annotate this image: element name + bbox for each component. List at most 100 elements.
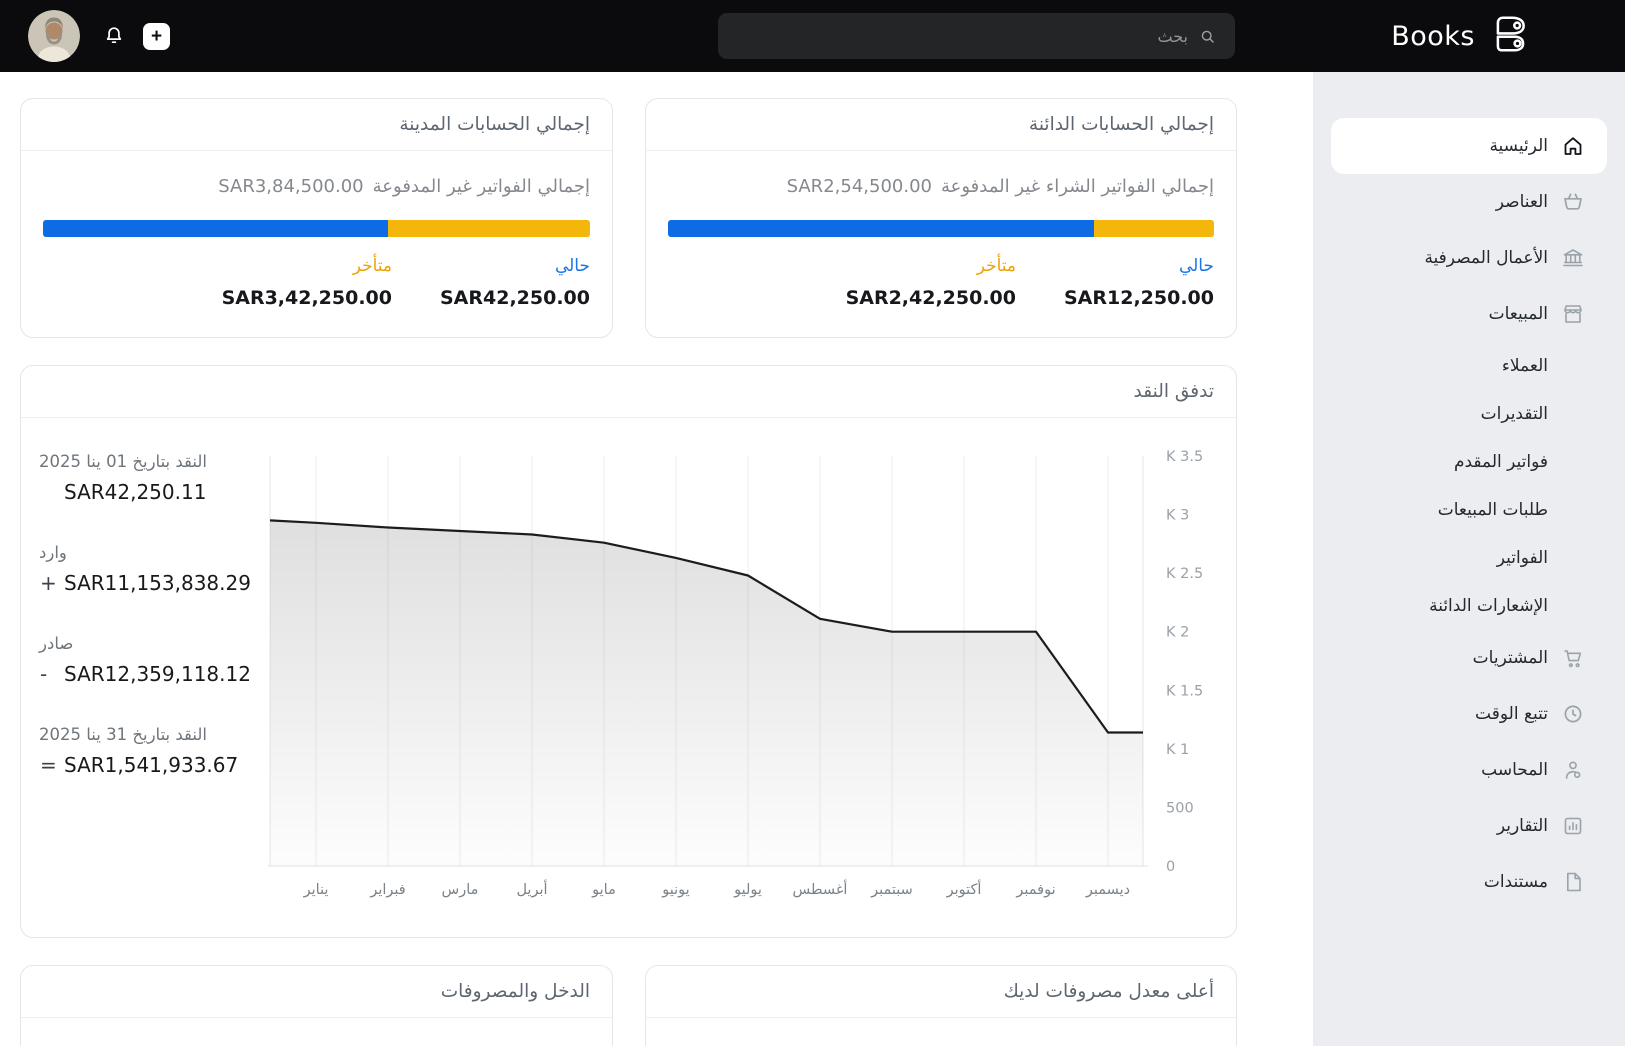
- brand-title: Books: [1391, 20, 1475, 52]
- cashflow-stat-sign: +: [40, 571, 57, 595]
- sidebar-item-label: الإشعارات الدائنة: [1429, 596, 1548, 616]
- y-tick-label: 500: [1166, 800, 1194, 816]
- cashflow-card: تدفق النقد النقد بتاريخ 01 ينا 2025 SAR42…: [20, 365, 1237, 938]
- sidebar-item-label: المشتريات: [1472, 648, 1548, 668]
- sidebar-item-label: التقارير: [1496, 816, 1548, 836]
- store-icon: [1561, 302, 1585, 326]
- sidebar-item-label: المحاسب: [1481, 760, 1548, 780]
- x-tick-label: نوفمبر: [1015, 882, 1055, 898]
- clock-icon: [1561, 702, 1585, 726]
- sidebar-item-home[interactable]: الرئيسية: [1331, 118, 1607, 174]
- receivables-overdue-segment: [387, 220, 590, 237]
- cashflow-stat-row: صادر - SAR12,359,118.12: [39, 634, 277, 686]
- none-icon: [1561, 354, 1585, 378]
- basket-icon: [1561, 190, 1585, 214]
- y-tick-label: K 1: [1166, 742, 1189, 758]
- x-tick-label: سبتمبر: [870, 882, 913, 898]
- brand[interactable]: Books: [1391, 0, 1532, 72]
- sidebar-nav: الرئيسية العناصر الأعمال المصرفية المبيعات ا…: [1331, 118, 1607, 910]
- payables-total: SAR2,54,500.00: [786, 176, 932, 197]
- sidebar-item-retainer-invoices[interactable]: فواتير المقدم: [1331, 438, 1607, 486]
- x-tick-label: مارس: [442, 882, 479, 898]
- sidebar-item-estimates[interactable]: التقديرات: [1331, 390, 1607, 438]
- top-expenses-card: أعلى معدل مصروفات لديك: [645, 965, 1237, 1046]
- sidebar-item-purchases[interactable]: المشتريات: [1331, 630, 1607, 686]
- cashflow-stat-row: النقد بتاريخ 31 ينا 2025 = SAR1,541,933.67: [39, 725, 277, 777]
- sidebar-item-reports[interactable]: التقارير: [1331, 798, 1607, 854]
- cashflow-stat-row: وارد + SAR11,153,838.29: [39, 543, 277, 595]
- none-icon: [1561, 594, 1585, 618]
- sidebar-item-invoices[interactable]: الفواتير: [1331, 534, 1607, 582]
- cashflow-stat-sign: =: [40, 753, 57, 777]
- top-expenses-title: أعلى معدل مصروفات لديك: [1003, 981, 1214, 1002]
- cashflow-stat-value: = SAR1,541,933.67: [40, 753, 239, 777]
- sidebar-item-customers[interactable]: العملاء: [1331, 342, 1607, 390]
- sidebar-item-time-tracking[interactable]: تتبع الوقت: [1331, 686, 1607, 742]
- search-placeholder: بحث: [1157, 26, 1189, 46]
- cashflow-chart-svg: يناير فبراير مارس أبريل مايو يونيو يوليو أغسطس س…: [268, 449, 1203, 898]
- payables-current: حالي SAR12,250.00: [1064, 256, 1214, 309]
- payables-bar: [668, 220, 1214, 237]
- sidebar-item-banking[interactable]: الأعمال المصرفية: [1331, 230, 1607, 286]
- none-icon: [1561, 450, 1585, 474]
- x-tick-label: يوليو: [733, 882, 762, 898]
- books-logo-icon: [1488, 12, 1532, 60]
- sidebar-item-items[interactable]: العناصر: [1331, 174, 1607, 230]
- total-payables-card: إجمالي الحسابات الدائنة إجمالي الفواتير …: [645, 98, 1237, 338]
- bell-icon: [102, 24, 126, 48]
- sidebar-item-sales[interactable]: المبيعات: [1331, 286, 1607, 342]
- topbar-actions: +: [28, 0, 170, 72]
- sidebar-item-label: الأعمال المصرفية: [1424, 248, 1548, 268]
- quick-add-button[interactable]: +: [143, 22, 170, 50]
- none-icon: [1561, 546, 1585, 570]
- y-tick-label: K 3.5: [1166, 449, 1203, 465]
- sidebar-item-label: مستندات: [1483, 872, 1548, 892]
- sidebar-item-documents[interactable]: مستندات: [1331, 854, 1607, 910]
- y-tick-label: K 2: [1166, 625, 1189, 641]
- sidebar-item-label: المبيعات: [1488, 304, 1548, 324]
- payables-overdue-segment: [1093, 220, 1214, 237]
- bank-icon: [1561, 246, 1585, 270]
- topbar: Books بحث: [0, 0, 1625, 72]
- cashflow-chart: يناير فبراير مارس أبريل مايو يونيو يوليو أغسطس س…: [268, 441, 1223, 919]
- sidebar-item-label: تتبع الوقت: [1475, 704, 1548, 724]
- y-tick-label: K 1.5: [1166, 683, 1203, 699]
- x-tick-label: يونيو: [661, 882, 689, 898]
- cashflow-stat-value: - SAR12,359,118.12: [40, 662, 251, 686]
- x-tick-label: مايو: [591, 882, 616, 898]
- none-icon: [1561, 498, 1585, 522]
- x-tick-label: ديسمبر: [1085, 882, 1130, 898]
- payables-title: إجمالي الحسابات الدائنة: [1028, 114, 1214, 135]
- cashflow-stats: النقد بتاريخ 01 ينا 2025 SAR42,250.11 وارد…: [39, 452, 277, 816]
- main-content: إجمالي الحسابات المدينة إجمالي الفواتير …: [0, 72, 1313, 1046]
- avatar[interactable]: [28, 10, 80, 62]
- home-icon: [1561, 134, 1585, 158]
- income-expense-title: الدخل والمصروفات: [440, 981, 590, 1002]
- sidebar-item-label: التقديرات: [1480, 404, 1548, 424]
- sidebar-item-sales-orders[interactable]: طلبات المبيعات: [1331, 486, 1607, 534]
- payables-overdue: متأخر SAR2,42,250.00: [845, 256, 1016, 309]
- receivables-title: إجمالي الحسابات المدينة: [399, 114, 590, 135]
- search-input[interactable]: بحث: [718, 13, 1235, 59]
- x-tick-label: أغسطس: [793, 879, 848, 898]
- sidebar-item-credit-notes[interactable]: الإشعارات الدائنة: [1331, 582, 1607, 630]
- sidebar-item-accountant[interactable]: المحاسب: [1331, 742, 1607, 798]
- receivables-current-segment: [43, 220, 388, 237]
- cashflow-title: تدفق النقد: [1133, 381, 1214, 402]
- total-receivables-card: إجمالي الحسابات المدينة إجمالي الفواتير …: [20, 98, 613, 338]
- x-tick-label: يناير: [303, 882, 329, 898]
- receivables-bar: [43, 220, 590, 237]
- sidebar-item-label: العناصر: [1495, 192, 1548, 212]
- receivables-overdue: متأخر SAR3,42,250.00: [221, 256, 392, 309]
- notifications-button[interactable]: [102, 24, 126, 48]
- cashflow-area-fill: [270, 520, 1143, 866]
- search-icon: [1198, 27, 1217, 46]
- x-tick-label: أكتوبر: [946, 879, 982, 898]
- y-tick-label: 0: [1166, 859, 1175, 875]
- none-icon: [1561, 402, 1585, 426]
- cart-icon: [1561, 646, 1585, 670]
- cashflow-stat-label: النقد بتاريخ 01 ينا 2025: [39, 452, 207, 471]
- receivables-subtitle: إجمالي الفواتير غير المدفوعة SAR3,84,500…: [218, 176, 590, 197]
- sidebar-item-label: طلبات المبيعات: [1437, 500, 1548, 520]
